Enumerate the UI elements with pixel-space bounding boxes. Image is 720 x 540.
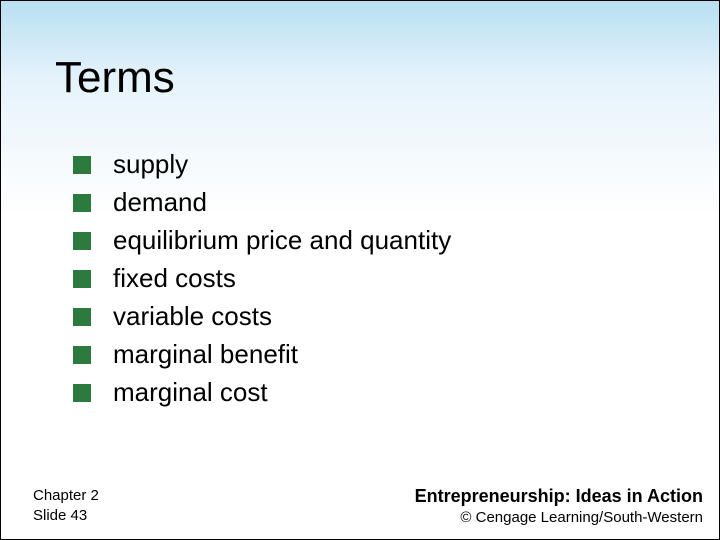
footer-left: Chapter 2 Slide 43: [33, 486, 99, 527]
list-item: fixed costs: [73, 263, 451, 294]
book-title: Entrepreneurship: Ideas in Action: [415, 486, 703, 507]
bullet-text: supply: [113, 149, 188, 180]
bullet-list: supply demand equilibrium price and quan…: [73, 149, 451, 415]
bullet-text: equilibrium price and quantity: [113, 225, 451, 256]
square-bullet-icon: [73, 384, 91, 402]
bullet-text: marginal benefit: [113, 339, 298, 370]
slide-container: Terms supply demand equilibrium price an…: [0, 0, 720, 540]
bullet-text: variable costs: [113, 301, 272, 332]
slide-number: Slide 43: [33, 506, 99, 526]
bullet-text: demand: [113, 187, 207, 218]
list-item: equilibrium price and quantity: [73, 225, 451, 256]
chapter-label: Chapter 2: [33, 486, 99, 506]
square-bullet-icon: [73, 270, 91, 288]
slide-footer: Chapter 2 Slide 43 Entrepreneurship: Ide…: [1, 473, 719, 539]
list-item: variable costs: [73, 301, 451, 332]
list-item: marginal benefit: [73, 339, 451, 370]
slide-title: Terms: [55, 53, 175, 103]
list-item: marginal cost: [73, 377, 451, 408]
copyright-text: © Cengage Learning/South-Western: [415, 509, 703, 526]
list-item: demand: [73, 187, 451, 218]
square-bullet-icon: [73, 156, 91, 174]
bullet-text: marginal cost: [113, 377, 268, 408]
square-bullet-icon: [73, 346, 91, 364]
square-bullet-icon: [73, 308, 91, 326]
footer-right: Entrepreneurship: Ideas in Action © Ceng…: [415, 486, 703, 526]
list-item: supply: [73, 149, 451, 180]
square-bullet-icon: [73, 232, 91, 250]
square-bullet-icon: [73, 194, 91, 212]
bullet-text: fixed costs: [113, 263, 236, 294]
